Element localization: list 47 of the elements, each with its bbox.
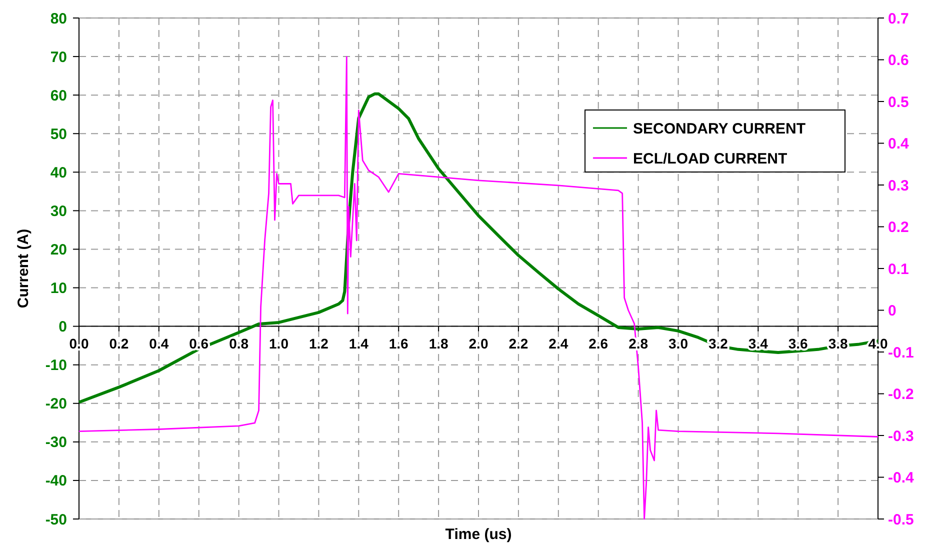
x-tick-label: 1.6 xyxy=(388,335,409,352)
x-tick-label: 0.6 xyxy=(189,335,209,352)
legend-label: ECL/LOAD CURRENT xyxy=(633,150,788,168)
y2-tick-label: 0.4 xyxy=(888,136,910,152)
x-tick-label: 0.2 xyxy=(109,335,129,352)
x-tick-label: 2.2 xyxy=(508,335,528,352)
y-tick-label: -20 xyxy=(45,396,67,413)
y2-tick-label: -0.1 xyxy=(888,344,914,362)
y-tick-label: 20 xyxy=(50,241,67,258)
y2-tick-label: -0.5 xyxy=(888,511,914,528)
x-tick-label: 2.0 xyxy=(468,335,488,352)
y2-tick-label: 0.7 xyxy=(888,10,909,28)
y2-tick-label: 0.2 xyxy=(888,219,909,236)
y-tick-label: -30 xyxy=(45,434,67,452)
y-tick-label: 60 xyxy=(50,87,67,104)
x-tick-label: 0.4 xyxy=(149,335,169,352)
x-axis-title: Time (us) xyxy=(445,526,512,543)
y2-tick-label: -0.4 xyxy=(888,470,915,486)
y-axis-title: Current (A) xyxy=(15,228,32,308)
y-tick-label: 10 xyxy=(50,280,67,298)
x-tick-label: 0.8 xyxy=(229,335,249,352)
y2-tick-label: 0.1 xyxy=(888,260,909,278)
y2-tick-label: 0.6 xyxy=(888,52,909,69)
y2-tick-label: -0.2 xyxy=(888,386,914,403)
y-tick-label: -10 xyxy=(45,357,67,374)
x-tick-label: 1.4 xyxy=(348,335,369,352)
y2-tick-label: 0 xyxy=(888,302,896,320)
x-tick-label: 2.4 xyxy=(548,335,568,352)
x-tick-label: 3.0 xyxy=(668,335,688,352)
x-tick-label: 3.6 xyxy=(788,335,808,352)
x-tick-label: 1.0 xyxy=(269,335,289,352)
y-tick-label: 80 xyxy=(50,10,67,28)
y-tick-label: 0 xyxy=(58,318,67,336)
y-tick-label: 70 xyxy=(50,48,67,66)
y-tick-label: -50 xyxy=(45,511,67,528)
x-tick-label: 3.4 xyxy=(748,335,768,352)
x-tick-label: 1.2 xyxy=(308,335,329,352)
legend-label: SECONDARY CURRENT xyxy=(633,120,806,138)
y-tick-label: 40 xyxy=(50,164,67,182)
y-tick-label: -40 xyxy=(45,472,67,490)
y2-tick-label: -0.3 xyxy=(888,428,914,445)
y2-tick-label: 0.5 xyxy=(888,94,909,111)
y-tick-label: 30 xyxy=(50,202,67,220)
y-tick-label: 50 xyxy=(50,126,67,143)
y2-tick-label: 0.3 xyxy=(888,177,909,194)
x-tick-label: 1.8 xyxy=(428,335,448,352)
x-tick-label: 2.6 xyxy=(588,335,608,352)
